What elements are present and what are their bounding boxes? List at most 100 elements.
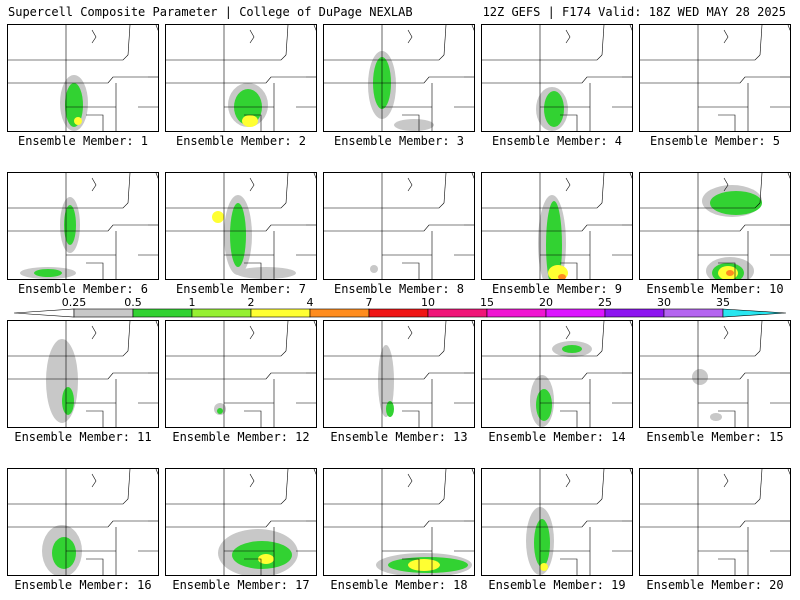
state-boundary [723, 473, 729, 488]
member-label: Ensemble Member: 15 [646, 430, 784, 444]
state-boundary [629, 25, 632, 31]
colorbar-tick-label: 4 [307, 296, 314, 309]
state-boundary [382, 224, 464, 232]
state-boundary [285, 321, 289, 352]
ensemble-member-map [323, 172, 475, 280]
colorbar-tick-label: 2 [248, 296, 255, 309]
scp-contour [62, 387, 74, 415]
ensemble-member-map [323, 24, 475, 132]
state-boundary [482, 208, 541, 232]
state-boundary [224, 350, 287, 357]
member-label: Ensemble Member: 6 [17, 282, 149, 296]
state-boundary [382, 202, 445, 209]
ensemble-member-map [7, 320, 159, 428]
state-boundary [629, 469, 632, 475]
state-boundary [640, 469, 699, 505]
state-boundary [759, 25, 763, 56]
member-label: Ensemble Member: 18 [330, 578, 468, 592]
state-boundary [244, 114, 262, 131]
colorbar-segment [73, 308, 134, 318]
state-boundary [718, 410, 736, 427]
ensemble-member-map [639, 172, 791, 280]
member-label: Ensemble Member: 13 [330, 430, 468, 444]
state-boundary [224, 76, 306, 84]
state-boundary [8, 25, 67, 61]
colorbar-tick-label: 1 [189, 296, 196, 309]
member-label: Ensemble Member: 20 [646, 578, 784, 592]
state-boundary [249, 29, 255, 44]
state-boundary [759, 321, 763, 352]
state-boundary [698, 498, 761, 505]
state-boundary [718, 262, 736, 279]
ensemble-member-map [165, 172, 317, 280]
state-boundary [249, 473, 255, 488]
state-boundary [166, 356, 225, 380]
state-boundary [407, 177, 413, 192]
state-boundary [640, 356, 699, 380]
state-boundary [166, 173, 225, 209]
state-boundary [224, 372, 306, 380]
state-boundary [629, 321, 632, 327]
state-boundary [244, 410, 262, 427]
state-boundary [382, 498, 445, 505]
ensemble-member-map [323, 468, 475, 576]
scp-contour [534, 519, 550, 567]
member-label: Ensemble Member: 5 [649, 134, 781, 148]
state-boundary [482, 25, 541, 61]
state-boundary [471, 173, 474, 179]
state-boundary [8, 469, 67, 505]
scp-contour [46, 339, 78, 423]
state-boundary [565, 29, 571, 44]
colorbar-tick-label: 0.5 [124, 296, 142, 309]
state-boundary [560, 114, 578, 131]
state-boundary [8, 504, 67, 528]
state-boundary [66, 350, 129, 357]
state-boundary [407, 325, 413, 340]
state-boundary [324, 469, 383, 505]
state-boundary [407, 29, 413, 44]
scp-contour [34, 269, 62, 277]
state-boundary [640, 208, 699, 232]
ensemble-member-map [481, 468, 633, 576]
colorbar-segment [486, 308, 547, 318]
scp-contour [394, 119, 434, 131]
state-boundary [249, 177, 255, 192]
state-boundary [759, 469, 763, 500]
state-boundary [640, 25, 699, 61]
scp-contour [540, 563, 548, 571]
scp-contour [726, 270, 734, 276]
state-boundary [155, 321, 158, 327]
state-boundary [66, 520, 148, 528]
scp-contour [212, 211, 224, 223]
state-boundary [565, 473, 571, 488]
state-boundary [166, 60, 225, 84]
colorbar-tick-label: 15 [480, 296, 494, 309]
state-boundary [224, 498, 287, 505]
ensemble-member-map [165, 320, 317, 428]
state-boundary [540, 54, 603, 61]
state-boundary [382, 520, 464, 528]
scp-contour [230, 203, 246, 267]
state-boundary [698, 76, 780, 84]
scp-contour [64, 205, 76, 245]
member-label: Ensemble Member: 8 [333, 282, 465, 296]
state-boundary [91, 325, 97, 340]
state-boundary [471, 321, 474, 327]
colorbar-segment [132, 308, 193, 318]
state-boundary [8, 208, 67, 232]
state-boundary [244, 558, 262, 575]
state-boundary [601, 173, 605, 204]
state-boundary [127, 321, 131, 352]
state-boundary [402, 410, 420, 427]
state-boundary [224, 202, 287, 209]
colorbar-tick-label: 0.25 [62, 296, 87, 309]
state-boundary [723, 29, 729, 44]
state-boundary [471, 469, 474, 475]
state-boundary [443, 321, 447, 352]
state-boundary [540, 224, 622, 232]
ensemble-member-map [7, 468, 159, 576]
member-label: Ensemble Member: 12 [172, 430, 310, 444]
member-label: Ensemble Member: 16 [14, 578, 152, 592]
ensemble-member-map [481, 24, 633, 132]
colorbar-segment [604, 308, 665, 318]
